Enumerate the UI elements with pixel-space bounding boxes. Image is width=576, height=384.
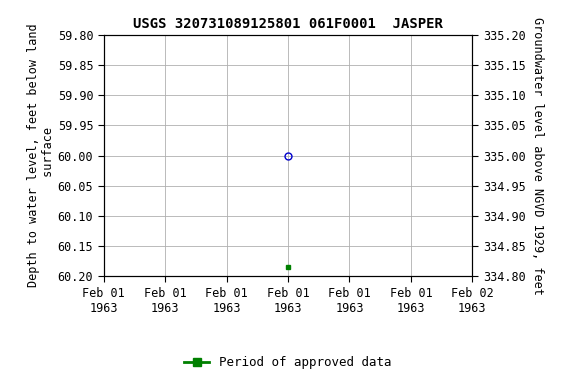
Y-axis label: Depth to water level, feet below land
 surface: Depth to water level, feet below land su… (27, 24, 55, 287)
Y-axis label: Groundwater level above NGVD 1929, feet: Groundwater level above NGVD 1929, feet (531, 17, 544, 295)
Title: USGS 320731089125801 061F0001  JASPER: USGS 320731089125801 061F0001 JASPER (133, 17, 443, 31)
Legend: Period of approved data: Period of approved data (179, 351, 397, 374)
